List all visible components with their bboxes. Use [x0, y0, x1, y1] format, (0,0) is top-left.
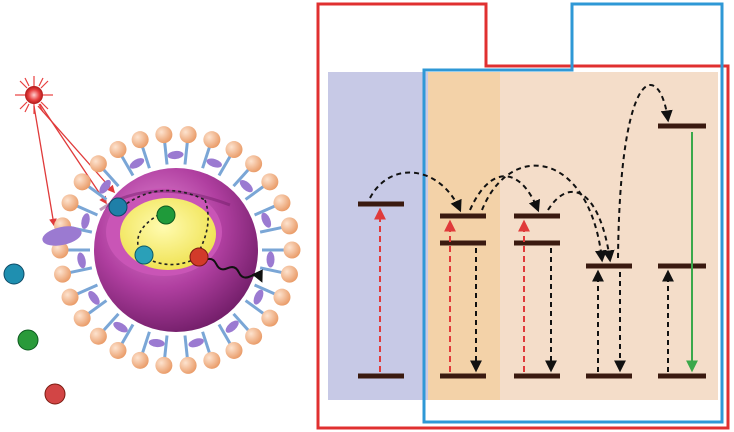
- ligand-icon: [88, 291, 100, 305]
- lipid-tail: [201, 146, 211, 169]
- lipid-tail: [217, 323, 232, 345]
- lipid-head: [179, 356, 197, 374]
- free-ion-icon: [17, 329, 39, 351]
- blue-frame: [422, 2, 724, 424]
- lipid-head: [225, 141, 243, 159]
- lipid-head: [73, 173, 91, 191]
- lipid-head: [280, 265, 298, 283]
- lipid-head: [261, 309, 279, 327]
- lipid-head: [155, 356, 173, 374]
- lipid-head: [261, 173, 279, 191]
- excitation-arrows: [374, 207, 530, 372]
- relaxation-arrows: [470, 248, 674, 373]
- free-ion-icon: [3, 263, 25, 285]
- lipid-head: [245, 155, 263, 173]
- lipid-tail: [102, 312, 120, 332]
- band-first-dopant: [428, 72, 500, 400]
- lipid-tail: [163, 335, 169, 358]
- lipid-tail: [87, 185, 108, 201]
- energy-levels: [358, 123, 706, 379]
- lipid-head: [245, 327, 263, 345]
- dopant-ion-icon: [108, 197, 128, 217]
- lipid-head: [73, 309, 91, 327]
- transfer-arrows: [369, 84, 673, 263]
- ligand-icon: [167, 150, 184, 160]
- ligand-icon: [99, 179, 111, 194]
- light-source-icon: [15, 76, 53, 114]
- lipid-tail: [253, 204, 276, 217]
- lipid-tail: [183, 142, 189, 165]
- ligand-icon: [266, 251, 275, 268]
- lipid-tail: [141, 331, 151, 354]
- ligand-icon: [225, 320, 239, 333]
- lipid-tail: [259, 266, 282, 274]
- ligand-icon: [81, 213, 90, 229]
- lipid-tail: [232, 168, 250, 188]
- ligand-icon: [77, 252, 86, 269]
- lipid-tail: [76, 204, 99, 217]
- lipid-tail: [141, 146, 151, 169]
- ligand-icon: [148, 338, 165, 348]
- lipid-head: [179, 126, 197, 144]
- dopant-ion-icon: [156, 205, 176, 225]
- lipid-tail: [259, 226, 282, 234]
- lipid-head: [89, 155, 107, 173]
- lipid-head: [54, 265, 72, 283]
- lipid-tail: [87, 299, 108, 315]
- dopant-ion-icon: [189, 247, 209, 267]
- lipid-head: [203, 351, 221, 369]
- ligand-icon: [206, 158, 222, 168]
- lipid-tail: [163, 142, 169, 165]
- ligand-icon: [239, 179, 253, 193]
- lipid-tail: [70, 266, 93, 274]
- lipid-tail: [253, 283, 276, 296]
- lipid-tail: [244, 185, 265, 201]
- emission-wave: [204, 257, 263, 283]
- band-sensitizer: [328, 72, 428, 400]
- lipid-tail: [217, 155, 232, 177]
- nanoparticle-icon: [94, 168, 258, 332]
- lipid-head: [131, 351, 149, 369]
- lipid-head: [203, 131, 221, 149]
- lipid-head: [283, 241, 301, 259]
- dopant-ion-icon: [134, 245, 154, 265]
- lipid-tail: [232, 312, 250, 332]
- ligand-icon: [188, 338, 204, 348]
- ligand-icon: [253, 289, 264, 305]
- ligand-icon: [42, 226, 82, 246]
- lipid-tail: [244, 299, 265, 315]
- lipid-head: [155, 126, 173, 144]
- lipid-head: [109, 141, 127, 159]
- lipid-head: [109, 341, 127, 359]
- ligand-icon: [113, 321, 128, 333]
- band-other-dopants: [500, 72, 718, 400]
- lipid-tail: [183, 335, 189, 358]
- lipid-head: [61, 288, 79, 306]
- excitation-rays: [33, 103, 116, 227]
- lipid-head: [51, 241, 69, 259]
- red-frame: [316, 2, 730, 430]
- lipid-tail: [120, 323, 135, 345]
- lipid-head: [273, 194, 291, 212]
- lipid-head: [273, 288, 291, 306]
- energy-level-diagram: [316, 2, 730, 430]
- lipid-head: [61, 194, 79, 212]
- lipid-head: [89, 327, 107, 345]
- ligand-icon: [129, 158, 145, 169]
- lipid-head: [280, 217, 298, 235]
- lipid-head: [131, 131, 149, 149]
- lipid-tail: [201, 331, 211, 354]
- nanoparticle-illustration: [3, 76, 301, 405]
- lipid-tail: [120, 155, 135, 177]
- free-ion-icon: [44, 383, 66, 405]
- lipid-tail: [76, 283, 99, 296]
- core-transfer-path: [121, 189, 209, 266]
- lipid-head: [225, 341, 243, 359]
- ligand-icon: [261, 212, 272, 228]
- lipid-tail: [102, 168, 120, 188]
